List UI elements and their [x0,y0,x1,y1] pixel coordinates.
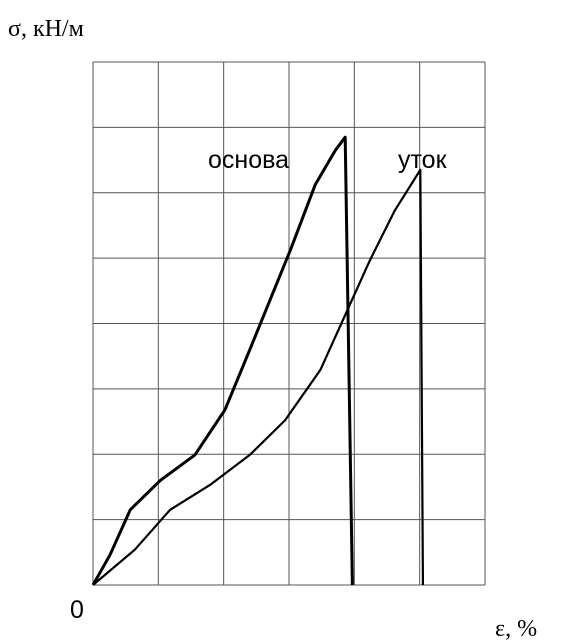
origin-label: 0 [70,596,84,624]
curve [92,168,425,586]
curve [91,135,354,586]
y-axis-label: σ, кН/м [8,16,84,42]
series-label: основа [208,146,289,174]
x-axis-label: ε, % [495,616,537,642]
series-label: уток [398,146,448,174]
